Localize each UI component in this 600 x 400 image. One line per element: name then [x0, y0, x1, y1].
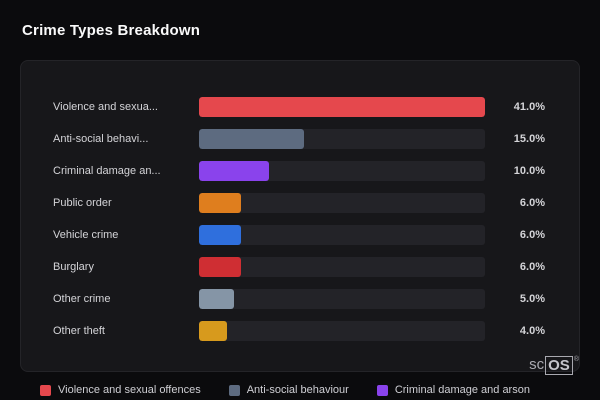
page-title: Crime Types Breakdown [22, 22, 201, 39]
category-label: Public order [53, 197, 112, 209]
watermark-os-box: OS [545, 356, 573, 375]
bar[interactable] [199, 289, 234, 309]
bar-track [199, 225, 485, 245]
bar-track [199, 97, 485, 117]
bar[interactable] [199, 225, 241, 245]
legend-swatch-icon [228, 384, 240, 396]
legend-label: Criminal damage and arson [394, 384, 530, 396]
bar-track [199, 193, 485, 213]
chart-row: Other theft 4.0% [53, 321, 545, 341]
bar-track [199, 289, 485, 309]
chart-row: Burglary 6.0% [53, 257, 545, 277]
chart-legend: Violence and sexual offences Anti-social… [40, 384, 530, 396]
bar[interactable] [199, 97, 485, 117]
bar-track [199, 129, 485, 149]
chart-row: Criminal damage an... 10.0% [53, 161, 545, 181]
category-label: Criminal damage an... [53, 165, 161, 177]
legend-item-antisocial[interactable]: Anti-social behaviour [228, 384, 349, 396]
legend-label: Anti-social behaviour [246, 384, 349, 396]
value-label: 6.0% [519, 197, 545, 209]
chart-row: Other crime 5.0% [53, 289, 545, 309]
value-label: 41.0% [513, 101, 545, 113]
value-label: 6.0% [519, 261, 545, 273]
value-label: 5.0% [519, 293, 545, 305]
bar[interactable] [199, 257, 241, 277]
bar[interactable] [199, 193, 241, 213]
value-label: 6.0% [519, 229, 545, 241]
category-label: Burglary [53, 261, 94, 273]
chart-card: Violence and sexua... 41.0% Anti-social … [20, 60, 580, 372]
scos-watermark-logo: sc OS ® [529, 356, 579, 375]
chart-row: Violence and sexua... 41.0% [53, 97, 545, 117]
category-label: Violence and sexua... [53, 101, 158, 113]
chart-rows: Violence and sexua... 41.0% Anti-social … [53, 97, 545, 341]
bar[interactable] [199, 129, 304, 149]
legend-swatch-icon [40, 384, 51, 396]
value-label: 10.0% [513, 165, 545, 177]
registered-mark-icon: ® [573, 356, 579, 363]
chart-row: Vehicle crime 6.0% [53, 225, 545, 245]
legend-swatch-icon [376, 384, 388, 396]
chart-row: Public order 6.0% [53, 193, 545, 213]
category-label: Other theft [53, 325, 105, 337]
value-label: 15.0% [513, 133, 545, 145]
value-label: 4.0% [519, 325, 545, 337]
watermark-prefix: sc [529, 356, 545, 373]
bar-track [199, 161, 485, 181]
legend-item-criminal-damage[interactable]: Criminal damage and arson [376, 384, 530, 396]
category-label: Vehicle crime [53, 229, 119, 241]
bar[interactable] [199, 321, 228, 341]
bar-track [199, 257, 485, 277]
chart-row: Anti-social behavi... 15.0% [53, 129, 545, 149]
legend-label: Violence and sexual offences [58, 384, 201, 396]
category-label: Anti-social behavi... [53, 133, 149, 145]
bar-track [199, 321, 485, 341]
bar[interactable] [199, 161, 269, 181]
legend-item-violence[interactable]: Violence and sexual offences [40, 384, 201, 396]
category-label: Other crime [53, 293, 111, 305]
